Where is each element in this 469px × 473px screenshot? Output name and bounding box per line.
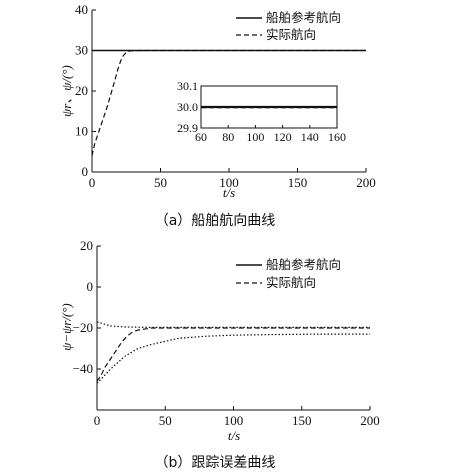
panel-b-xtick-label: 0 <box>94 413 101 428</box>
inset-xtick-label: 80 <box>222 130 234 144</box>
panel-b-caption: （b）跟踪误差曲线 <box>155 455 276 471</box>
panel-b-ylabel: ψ−ψr/(°) <box>59 303 74 350</box>
inset-ytick-label: 29.9 <box>177 121 198 135</box>
panel-b-series-1 <box>96 327 370 382</box>
inset-xtick-label: 160 <box>328 130 346 144</box>
panel-a-ytick-label: 40 <box>75 2 88 17</box>
panel-a-ytick-label: 10 <box>75 124 88 139</box>
legend-a-dashed-label: 实际航向 <box>266 27 316 42</box>
panel-b-legend: 船舶参考航向 实际航向 <box>236 257 341 290</box>
panel-a-ytick-label: 0 <box>82 164 89 179</box>
panel-a-inset: 60 80 100 120 140 160 29.9 30.0 30.1 <box>177 79 346 144</box>
inset-ytick-label: 30.0 <box>177 100 198 114</box>
panel-a-xtick-label: 200 <box>356 175 376 190</box>
panel-a-xtick-label: 0 <box>89 175 96 190</box>
panel-b-xtick-label: 100 <box>224 413 244 428</box>
panel-a: 0 50 100 150 200 0 10 20 30 40 t/s ψr、ψ/(°) 船舶参考… <box>59 2 376 229</box>
panel-a-xtick-label: 150 <box>288 175 308 190</box>
panel-a-xtick-label: 50 <box>154 175 167 190</box>
inset-xtick-label: 100 <box>246 130 264 144</box>
inset-xtick-label: 140 <box>301 130 319 144</box>
panel-b-series-3 <box>96 321 370 328</box>
panel-a-ytick-label: 20 <box>75 83 88 98</box>
legend-b-dashed-label: 实际航向 <box>266 275 316 290</box>
panel-b-ytick-label: 0 <box>87 279 94 294</box>
panel-a-ytick-label: 30 <box>75 43 88 58</box>
panel-a-series-1 <box>91 49 366 156</box>
panel-b-xtick-label: 150 <box>292 413 312 428</box>
panel-a-caption: （a）船舶航向曲线 <box>155 213 276 229</box>
panel-b-ytick-label: −20 <box>73 320 93 335</box>
legend-a-solid-label: 船舶参考航向 <box>266 10 341 25</box>
panel-a-xlabel: t/s <box>223 185 235 200</box>
panel-b-ytick-label: −40 <box>73 361 93 376</box>
panel-b-ytick-label: 20 <box>80 238 93 253</box>
inset-xtick-label: 120 <box>274 130 292 144</box>
panel-a-legend: 船舶参考航向 实际航向 <box>236 10 341 42</box>
panel-b-xlabel: t/s <box>228 428 240 443</box>
panel-b-xtick-label: 50 <box>159 413 172 428</box>
legend-b-solid-label: 船舶参考航向 <box>266 257 341 272</box>
panel-b-xtick-label: 200 <box>360 413 380 428</box>
panel-a-xtick-label: 100 <box>219 175 239 190</box>
inset-ytick-label: 30.1 <box>177 79 198 93</box>
inset-xtick-label: 60 <box>195 130 207 144</box>
panel-a-ylabel: ψr、ψ/(°) <box>59 65 74 117</box>
panel-b-series-2 <box>96 333 370 384</box>
panel-b: 0 50 100 150 200 200−20−40 t/s ψ−ψr/(°) 船舶参考… <box>59 238 380 471</box>
